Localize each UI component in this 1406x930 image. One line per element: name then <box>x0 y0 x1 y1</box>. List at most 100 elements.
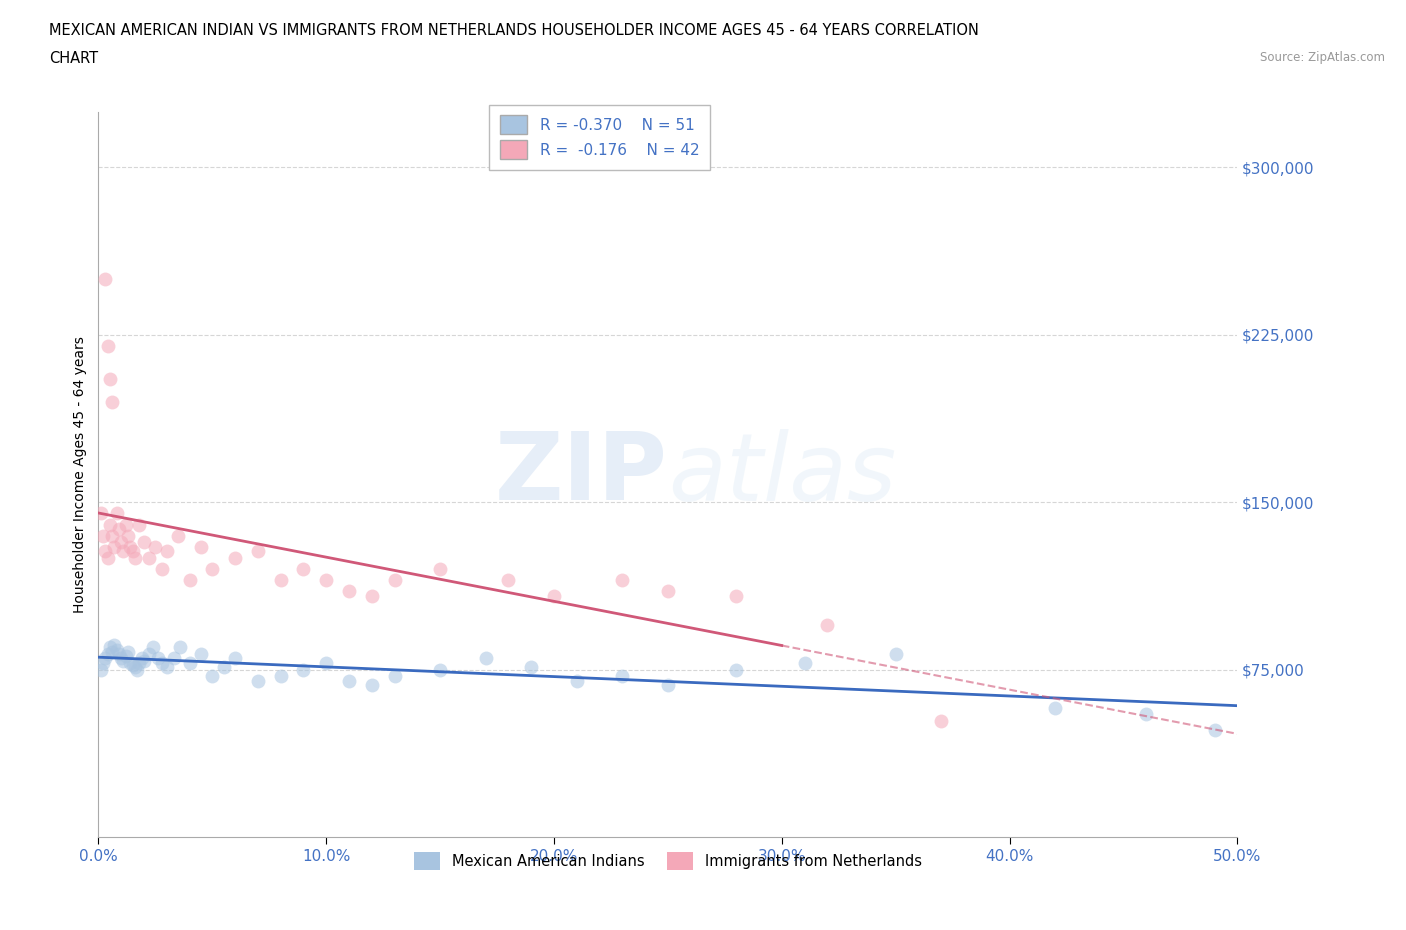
Point <box>110 535 132 550</box>
Point <box>138 646 160 661</box>
Point <box>190 646 212 661</box>
Point <box>114 517 136 532</box>
Point <box>929 713 952 728</box>
Point <box>131 651 153 666</box>
Point <box>565 673 588 688</box>
Point <box>128 656 150 671</box>
Point <box>103 539 125 554</box>
Point <box>121 544 143 559</box>
Point <box>112 653 135 668</box>
Point <box>101 644 124 659</box>
Point <box>101 394 124 409</box>
Point <box>96 646 118 661</box>
Point <box>337 673 360 688</box>
Point <box>474 651 496 666</box>
Point <box>120 656 142 671</box>
Point <box>725 589 748 604</box>
Point <box>657 584 679 599</box>
Point <box>98 640 121 655</box>
Text: atlas: atlas <box>668 429 896 520</box>
Point <box>162 651 184 666</box>
Point <box>167 528 190 543</box>
Point <box>793 656 815 671</box>
Point <box>360 589 382 604</box>
Point <box>91 656 114 671</box>
Text: CHART: CHART <box>49 51 98 66</box>
Point <box>1135 707 1157 722</box>
Point <box>543 589 565 604</box>
Point <box>270 669 292 684</box>
Point <box>201 669 224 684</box>
Point <box>224 551 246 565</box>
Point <box>127 662 149 677</box>
Point <box>114 649 136 664</box>
Point <box>270 573 292 588</box>
Point <box>94 544 117 559</box>
Point <box>384 573 406 588</box>
Point <box>98 372 121 387</box>
Point <box>190 539 212 554</box>
Point <box>128 517 150 532</box>
Point <box>91 528 114 543</box>
Point <box>725 662 748 677</box>
Point <box>142 640 165 655</box>
Text: Source: ZipAtlas.com: Source: ZipAtlas.com <box>1260 51 1385 64</box>
Point <box>103 638 125 653</box>
Y-axis label: Householder Income Ages 45 - 64 years: Householder Income Ages 45 - 64 years <box>73 336 87 613</box>
Point <box>146 651 169 666</box>
Point <box>145 539 167 554</box>
Point <box>292 562 315 577</box>
Point <box>117 644 139 659</box>
Point <box>132 653 155 668</box>
Point <box>132 535 155 550</box>
Point <box>94 272 117 286</box>
Point <box>108 522 131 537</box>
Point <box>179 573 201 588</box>
Point <box>138 551 160 565</box>
Point <box>150 656 173 671</box>
Point <box>815 618 838 632</box>
Point <box>612 573 634 588</box>
Point <box>337 584 360 599</box>
Point <box>520 660 543 675</box>
Point <box>212 660 235 675</box>
Point <box>105 642 128 657</box>
Point <box>292 662 315 677</box>
Point <box>429 562 451 577</box>
Point <box>498 573 520 588</box>
Point <box>120 539 142 554</box>
Point <box>429 662 451 677</box>
Point <box>224 651 246 666</box>
Point <box>96 339 118 353</box>
Point <box>315 573 337 588</box>
Point <box>124 660 146 675</box>
Point <box>169 640 191 655</box>
Point <box>156 544 179 559</box>
Point <box>246 544 269 559</box>
Point <box>98 517 121 532</box>
Point <box>101 528 124 543</box>
Point <box>124 551 146 565</box>
Point <box>156 660 179 675</box>
Point <box>117 528 139 543</box>
Text: MEXICAN AMERICAN INDIAN VS IMMIGRANTS FROM NETHERLANDS HOUSEHOLDER INCOME AGES 4: MEXICAN AMERICAN INDIAN VS IMMIGRANTS FR… <box>49 23 979 38</box>
Text: ZIP: ZIP <box>495 429 668 520</box>
Point <box>612 669 634 684</box>
Point <box>96 551 118 565</box>
Point <box>105 506 128 521</box>
Point <box>90 506 112 521</box>
Point <box>384 669 406 684</box>
Point <box>179 656 201 671</box>
Point <box>657 678 679 693</box>
Legend: Mexican American Indians, Immigrants from Netherlands: Mexican American Indians, Immigrants fro… <box>402 841 934 882</box>
Point <box>108 646 131 661</box>
Point <box>246 673 269 688</box>
Point <box>1204 723 1226 737</box>
Point <box>315 656 337 671</box>
Point <box>90 662 112 677</box>
Point <box>110 651 132 666</box>
Point <box>121 658 143 672</box>
Point <box>112 544 135 559</box>
Point <box>94 651 117 666</box>
Point <box>150 562 173 577</box>
